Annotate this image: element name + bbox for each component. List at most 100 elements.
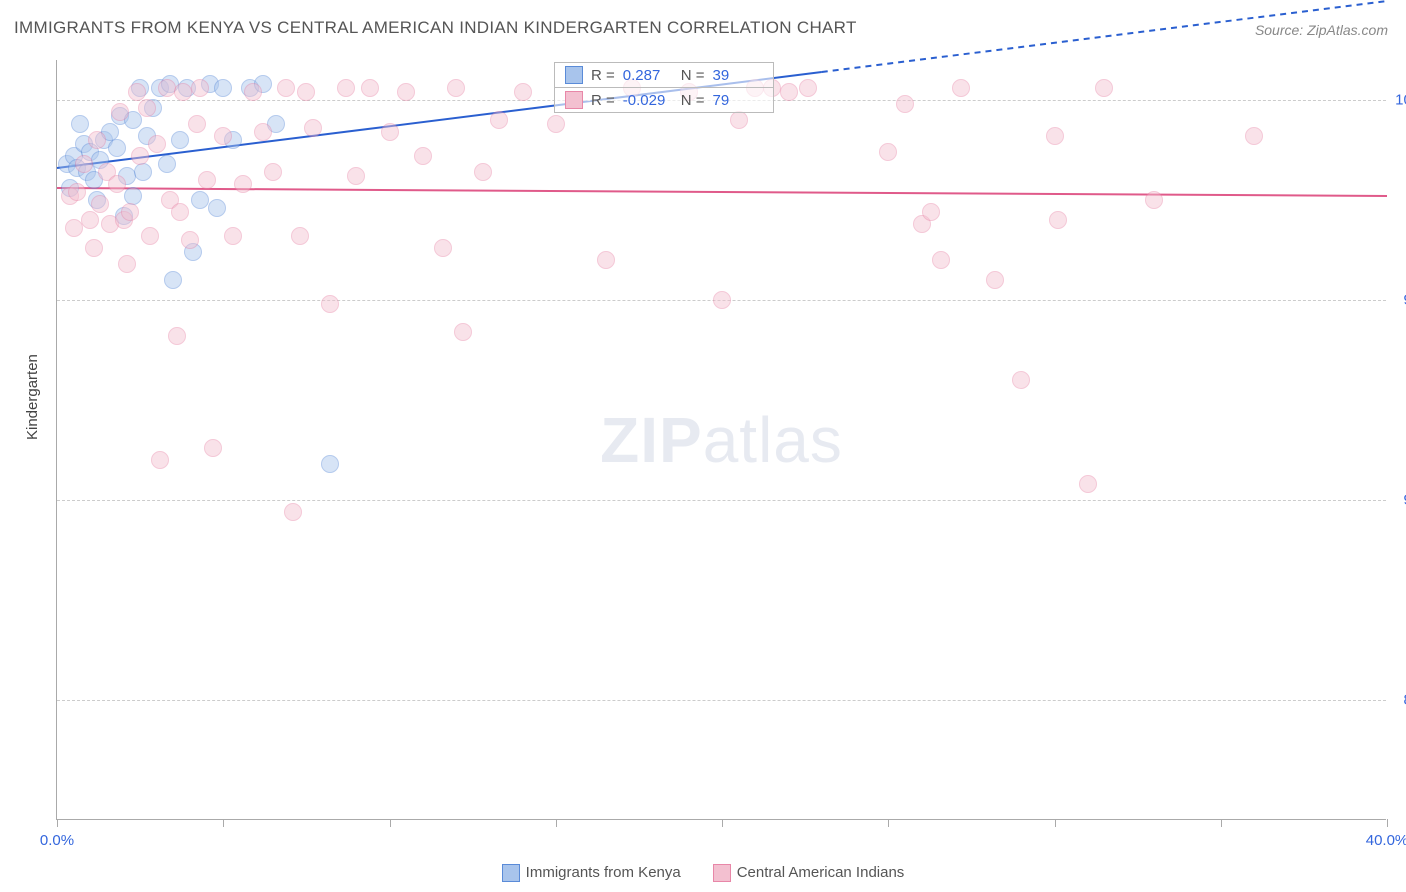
- scatter-point: [490, 111, 508, 129]
- scatter-point: [896, 95, 914, 113]
- scatter-point: [188, 115, 206, 133]
- gridline: [57, 500, 1386, 501]
- scatter-point: [108, 139, 126, 157]
- y-tick-label: 90.0%: [1391, 492, 1406, 509]
- scatter-point: [879, 143, 897, 161]
- y-tick-label: 100.0%: [1391, 92, 1406, 109]
- scatter-point: [191, 79, 209, 97]
- legend-item-label: Central American Indians: [737, 864, 905, 881]
- scatter-point: [291, 227, 309, 245]
- legend-r-value: -0.029: [623, 92, 673, 109]
- scatter-point: [1245, 127, 1263, 145]
- scatter-point: [414, 147, 432, 165]
- x-tick: [1055, 819, 1056, 827]
- scatter-point: [158, 155, 176, 173]
- scatter-point: [168, 327, 186, 345]
- legend-n-value: 79: [713, 92, 763, 109]
- legend-n-label: N =: [681, 67, 705, 84]
- scatter-point: [131, 147, 149, 165]
- chart-svg: [57, 60, 1386, 819]
- scatter-point: [128, 83, 146, 101]
- scatter-point: [321, 295, 339, 313]
- scatter-point: [171, 131, 189, 149]
- scatter-point: [337, 79, 355, 97]
- scatter-point: [174, 83, 192, 101]
- scatter-point: [234, 175, 252, 193]
- legend-r-label: R =: [591, 92, 615, 109]
- scatter-point: [1012, 371, 1030, 389]
- scatter-point: [952, 79, 970, 97]
- x-tick: [722, 819, 723, 827]
- legend-n-value: 39: [713, 67, 763, 84]
- series-legend: Immigrants from Kenya Central American In…: [0, 864, 1406, 882]
- scatter-point: [284, 503, 302, 521]
- scatter-point: [151, 451, 169, 469]
- scatter-point: [171, 203, 189, 221]
- scatter-point: [361, 79, 379, 97]
- scatter-point: [264, 163, 282, 181]
- scatter-point: [730, 111, 748, 129]
- y-axis-label: Kindergarten: [24, 354, 41, 440]
- scatter-point: [244, 83, 262, 101]
- legend-item: Central American Indians: [713, 864, 905, 881]
- x-tick: [1387, 819, 1388, 827]
- legend-swatch: [565, 66, 583, 84]
- scatter-point: [108, 175, 126, 193]
- legend-n-label: N =: [681, 92, 705, 109]
- scatter-point: [254, 123, 272, 141]
- scatter-point: [986, 271, 1004, 289]
- scatter-point: [1145, 191, 1163, 209]
- scatter-point: [597, 251, 615, 269]
- scatter-point: [474, 163, 492, 181]
- scatter-point: [454, 323, 472, 341]
- x-tick: [390, 819, 391, 827]
- scatter-point: [713, 291, 731, 309]
- x-tick: [888, 819, 889, 827]
- legend-swatch: [565, 91, 583, 109]
- legend-swatch: [713, 864, 731, 882]
- y-tick-label: 95.0%: [1391, 292, 1406, 309]
- scatter-point: [65, 219, 83, 237]
- legend-swatch: [502, 864, 520, 882]
- scatter-point: [321, 455, 339, 473]
- legend-r-label: R =: [591, 67, 615, 84]
- chart-title: IMMIGRANTS FROM KENYA VS CENTRAL AMERICA…: [14, 18, 857, 38]
- scatter-point: [799, 79, 817, 97]
- plot-area: ZIPatlas 85.0%90.0%95.0%100.0%0.0%40.0%: [56, 60, 1386, 820]
- trend-line: [57, 188, 1387, 196]
- scatter-point: [85, 239, 103, 257]
- legend-row: R = -0.029 N = 79: [555, 87, 773, 112]
- scatter-point: [208, 199, 226, 217]
- scatter-point: [297, 83, 315, 101]
- scatter-point: [347, 167, 365, 185]
- scatter-point: [91, 195, 109, 213]
- scatter-point: [214, 127, 232, 145]
- x-tick: [57, 819, 58, 827]
- scatter-point: [1079, 475, 1097, 493]
- scatter-point: [111, 103, 129, 121]
- scatter-point: [214, 79, 232, 97]
- chart-source: Source: ZipAtlas.com: [1255, 22, 1388, 38]
- scatter-point: [381, 123, 399, 141]
- scatter-point: [75, 155, 93, 173]
- scatter-point: [71, 115, 89, 133]
- scatter-point: [780, 83, 798, 101]
- legend-item: Immigrants from Kenya: [502, 864, 681, 881]
- scatter-point: [141, 227, 159, 245]
- scatter-point: [434, 239, 452, 257]
- scatter-point: [158, 79, 176, 97]
- x-tick: [556, 819, 557, 827]
- scatter-point: [1095, 79, 1113, 97]
- scatter-point: [198, 171, 216, 189]
- legend-item-label: Immigrants from Kenya: [526, 864, 681, 881]
- scatter-point: [514, 83, 532, 101]
- legend-row: R =0.287N =39: [555, 63, 773, 87]
- scatter-point: [68, 183, 86, 201]
- x-tick-label: 0.0%: [40, 832, 74, 849]
- scatter-point: [121, 203, 139, 221]
- scatter-point: [204, 439, 222, 457]
- gridline: [57, 700, 1386, 701]
- scatter-point: [118, 255, 136, 273]
- scatter-point: [138, 99, 156, 117]
- scatter-point: [547, 115, 565, 133]
